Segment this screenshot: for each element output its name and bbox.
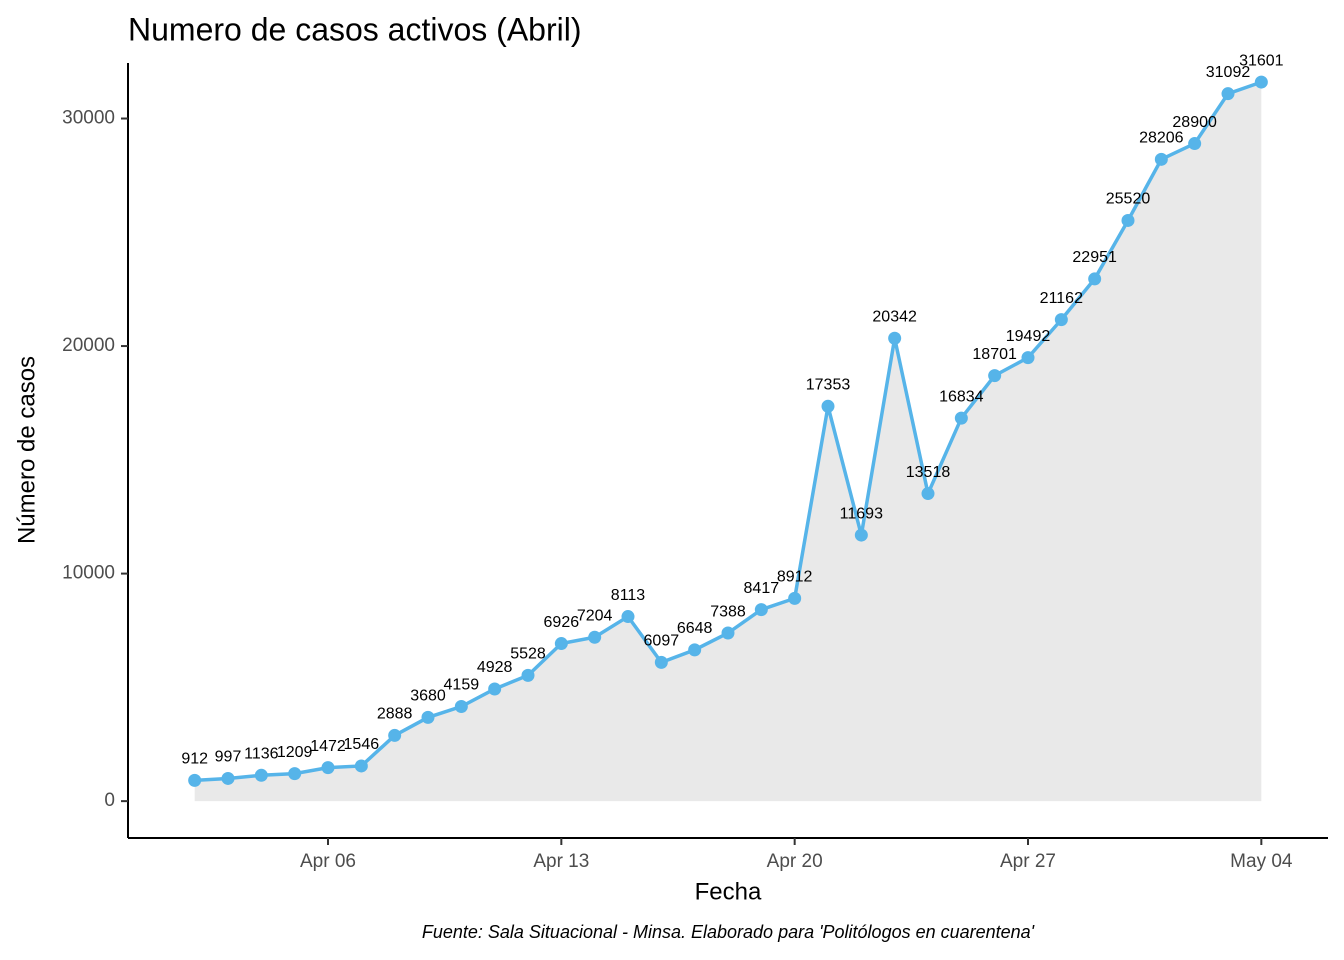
data-label: 25520 <box>1106 191 1151 208</box>
data-label: 16834 <box>939 388 984 405</box>
data-label: 31092 <box>1206 64 1251 81</box>
data-label: 6926 <box>544 614 580 631</box>
data-label: 6097 <box>644 633 680 650</box>
point <box>488 682 502 696</box>
point <box>388 728 402 742</box>
point <box>1221 87 1235 101</box>
data-label: 4928 <box>477 659 513 676</box>
point <box>1188 137 1202 151</box>
x-tick-label: Apr 27 <box>1000 851 1056 872</box>
y-tick-label: 0 <box>104 790 115 811</box>
point <box>1021 351 1035 365</box>
data-label: 28206 <box>1139 130 1184 147</box>
y-axis-label: Número de casos <box>13 356 40 544</box>
data-label: 18701 <box>972 346 1017 363</box>
data-label: 997 <box>215 749 242 766</box>
point <box>221 771 235 785</box>
x-axis-label: Fecha <box>695 878 762 905</box>
x-tick-label: Apr 20 <box>767 851 823 872</box>
point <box>454 700 468 714</box>
data-label: 912 <box>181 751 208 768</box>
point <box>1254 75 1268 89</box>
data-label: 31601 <box>1239 52 1284 69</box>
data-label: 4159 <box>444 677 480 694</box>
data-label: 7388 <box>710 603 746 620</box>
point <box>1121 213 1135 227</box>
y-tick-label: 20000 <box>62 335 115 356</box>
point <box>954 411 968 425</box>
point <box>1088 272 1102 286</box>
point <box>654 655 668 669</box>
point <box>721 626 735 640</box>
data-label: 28900 <box>1172 114 1217 131</box>
point <box>188 773 202 787</box>
data-label: 13518 <box>906 464 951 481</box>
chart-title: Numero de casos activos (Abril) <box>128 11 581 47</box>
data-label: 17353 <box>806 377 851 394</box>
point <box>921 487 935 501</box>
area <box>194 82 1262 802</box>
y-tick-label: 10000 <box>62 563 115 584</box>
data-label: 22951 <box>1072 249 1117 266</box>
data-label: 1209 <box>277 744 313 761</box>
data-label: 1546 <box>344 736 380 753</box>
data-label: 6648 <box>677 620 713 637</box>
x-tick-label: Apr 13 <box>533 851 589 872</box>
data-label: 3680 <box>410 688 446 705</box>
point <box>554 637 568 651</box>
caption: Fuente: Sala Situacional - Minsa. Elabor… <box>422 922 1035 942</box>
data-label: 19492 <box>1006 328 1051 345</box>
x-tick-label: Apr 06 <box>300 851 356 872</box>
point <box>688 643 702 657</box>
point <box>854 528 868 542</box>
data-label: 8912 <box>777 569 813 586</box>
data-label: 8417 <box>744 580 780 597</box>
x-tick-label: May 04 <box>1230 851 1293 872</box>
data-label: 21162 <box>1040 290 1083 307</box>
point <box>888 331 902 345</box>
point <box>421 710 435 724</box>
data-label: 11693 <box>840 505 883 522</box>
data-label: 7204 <box>577 607 613 624</box>
point <box>1154 152 1168 166</box>
y-tick-label: 30000 <box>62 108 115 129</box>
data-label: 5528 <box>510 646 546 663</box>
data-label: 1136 <box>244 746 279 763</box>
point <box>988 369 1002 383</box>
data-label: 2888 <box>377 706 413 723</box>
data-label: 8113 <box>611 587 646 604</box>
data-label: 20342 <box>872 308 917 325</box>
point <box>288 767 302 781</box>
point <box>588 630 602 644</box>
point <box>254 768 268 782</box>
point <box>354 759 368 773</box>
point <box>754 603 768 617</box>
point <box>621 610 635 624</box>
point <box>788 591 802 605</box>
point <box>821 399 835 413</box>
point <box>521 668 535 682</box>
point <box>321 761 335 775</box>
data-label: 1472 <box>310 738 346 755</box>
point <box>1054 313 1068 327</box>
